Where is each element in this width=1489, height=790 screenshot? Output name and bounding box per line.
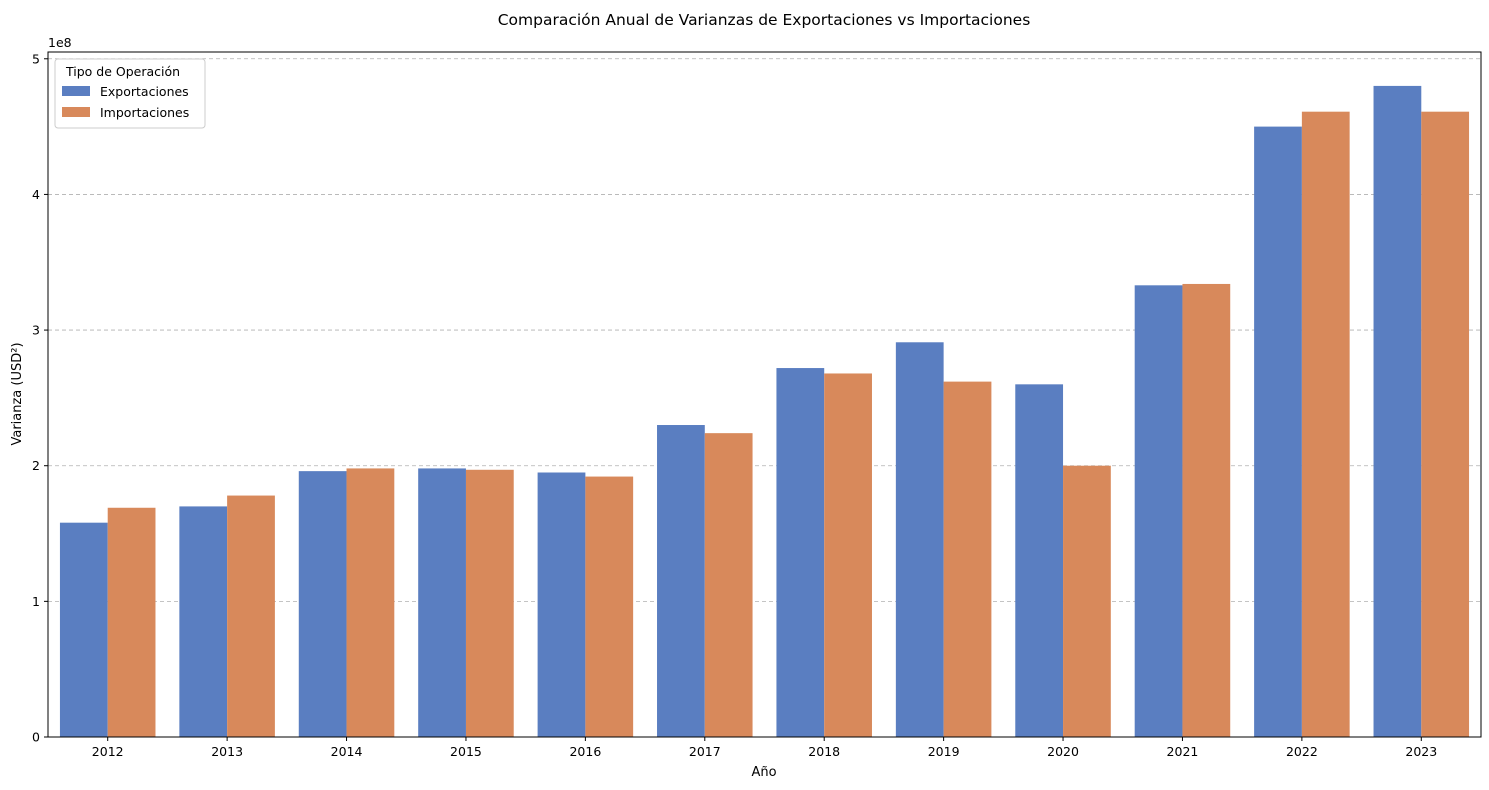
legend-box: [54, 58, 206, 129]
x-tick-label: 2018: [808, 744, 840, 759]
bar-exportaciones-2020: [1015, 384, 1064, 737]
legend-label-importaciones: Importaciones: [100, 105, 189, 120]
bars: [59, 85, 1470, 738]
chart-title: Comparación Anual de Varianzas de Export…: [498, 11, 1031, 29]
bar-importaciones-2021: [1182, 283, 1231, 737]
bar-exportaciones-2014: [298, 471, 347, 737]
legend-label-exportaciones: Exportaciones: [100, 84, 189, 99]
legend: Tipo de Operación Exportaciones Importac…: [54, 58, 206, 129]
bar-importaciones-2015: [465, 469, 514, 737]
y-multiplier-label: 1e8: [48, 35, 72, 50]
x-tick-label: 2020: [1047, 744, 1079, 759]
x-tick-label: 2023: [1405, 744, 1437, 759]
x-tick-label: 2019: [928, 744, 960, 759]
y-tick-label: 2: [32, 458, 40, 473]
y-tick-label: 1: [32, 594, 40, 609]
y-tick-label: 0: [32, 730, 40, 745]
bar-exportaciones-2017: [657, 425, 705, 737]
plot-frame: [47, 51, 1482, 738]
bar-exportaciones-2012: [59, 522, 108, 737]
y-axis-label: Varianza (USD²): [10, 342, 25, 445]
bar-importaciones-2020: [1063, 465, 1111, 737]
legend-swatch-exportaciones: [62, 86, 90, 96]
bar-exportaciones-2019: [895, 342, 944, 737]
x-tick-label: 2017: [689, 744, 721, 759]
x-tick-label: 2012: [92, 744, 124, 759]
bar-exportaciones-2022: [1254, 126, 1302, 738]
bar-exportaciones-2021: [1134, 285, 1183, 737]
bar-importaciones-2013: [227, 495, 275, 737]
bar-importaciones-2014: [346, 468, 395, 737]
y-tick-label: 3: [32, 323, 40, 338]
bar-importaciones-2017: [704, 433, 753, 737]
bar-importaciones-2022: [1301, 111, 1350, 737]
bar-exportaciones-2013: [179, 506, 228, 737]
x-axis-label: Año: [751, 765, 776, 780]
bar-importaciones-2023: [1421, 111, 1470, 737]
x-tick-label: 2022: [1286, 744, 1318, 759]
bar-exportaciones-2023: [1373, 85, 1422, 737]
x-axis: 2012 2013 2014 2015 2016 2017 2018 2019 2020 2021…: [92, 737, 1437, 759]
bar-exportaciones-2016: [537, 472, 586, 737]
x-tick-label: 2016: [569, 744, 601, 759]
bar-exportaciones-2018: [776, 368, 825, 737]
bar-importaciones-2012: [107, 507, 156, 737]
legend-title: Tipo de Operación: [65, 64, 180, 79]
x-tick-label: 2015: [450, 744, 482, 759]
x-tick-label: 2014: [331, 744, 363, 759]
bar-importaciones-2016: [585, 476, 634, 737]
bar-exportaciones-2015: [418, 468, 466, 737]
y-axis: 0 1 2 3 4 5: [32, 51, 48, 745]
x-tick-label: 2021: [1167, 744, 1199, 759]
legend-swatch-importaciones: [62, 107, 90, 117]
y-tick-label: 5: [32, 51, 40, 66]
y-tick-label: 4: [32, 187, 40, 202]
x-tick-label: 2013: [211, 744, 243, 759]
bar-importaciones-2018: [824, 373, 872, 737]
bar-importaciones-2019: [943, 381, 992, 737]
grid-lines: [48, 58, 1481, 602]
